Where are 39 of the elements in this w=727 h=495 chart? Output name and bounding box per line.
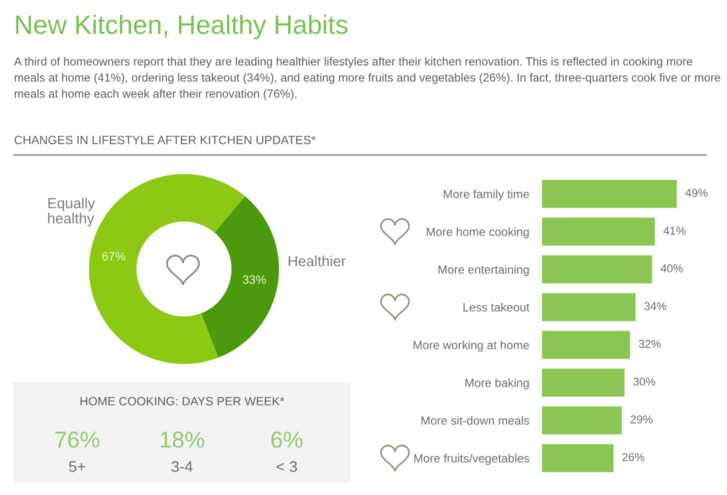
data-label: 40% (660, 264, 683, 272)
data-label: 49% (685, 188, 708, 197)
donut-slice (201, 196, 279, 358)
data-label: 34% (644, 302, 666, 310)
data-label: 67% (102, 252, 126, 261)
category-label: 5+ (69, 461, 86, 472)
y-tick-label: More fruits/vegetables (414, 454, 530, 465)
y-tick-label: More sit-down meals (422, 416, 530, 425)
bar (542, 330, 630, 359)
y-tick-label: More family time (444, 190, 529, 201)
data-label: 26% (622, 453, 644, 462)
y-tick-label: More baking (466, 378, 529, 390)
bar (542, 368, 625, 397)
bar (542, 218, 655, 246)
bar (542, 255, 652, 284)
text: HOME COOKING: DAYS PER WEEK* (80, 396, 284, 406)
bar (542, 293, 636, 322)
data-label: 6% (271, 432, 303, 448)
bar (542, 444, 614, 472)
y-tick-label: More home cooking (426, 227, 529, 238)
data-label: 41% (663, 226, 686, 235)
y-tick-label: More working at home (414, 340, 529, 352)
slice-label: Healthier (288, 256, 346, 266)
data-label: 30% (633, 378, 656, 386)
text: CHANGES IN LIFESTYLE AFTER KITCHEN UPDATES* (14, 136, 316, 144)
category-label: 3-4 (172, 461, 193, 472)
data-label: 33% (242, 275, 266, 284)
data-label: 32% (638, 340, 661, 348)
y-tick-label: Less takeout (464, 302, 530, 312)
y-tick-label: More entertaining (438, 265, 529, 276)
data-label: 29% (630, 415, 653, 424)
slice-label: Equally healthy (48, 198, 96, 226)
chart-subtitle: A third of homeowners report that they are leading healthier lifestyles after their kitchen renovation. This is reflected in cooking more meals at home (41%), ordering less takeout (34%), and eating more fruits and vegetables (26%). In fact, three-quarters cook five or more meals at home each week after their renovation (76%). (14, 57, 720, 100)
bar (542, 180, 677, 208)
chart-title: New Kitchen, Healthy Habits (16, 14, 348, 40)
data-label: 76% (55, 432, 100, 448)
bar (542, 406, 622, 434)
data-label: 18% (160, 432, 204, 448)
category-label: < 3 (276, 461, 297, 472)
